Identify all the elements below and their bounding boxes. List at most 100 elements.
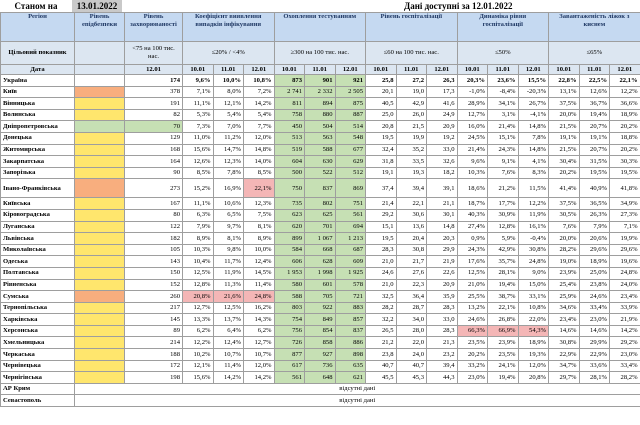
cell-value: 19,0% [548, 255, 580, 268]
cell-value: 41,6 [426, 97, 458, 110]
cell-value: 13,7% [212, 313, 244, 326]
cell-value: 19,4% [578, 108, 611, 122]
cell-value: 588 [304, 143, 336, 157]
cell-value: 13,1% [548, 85, 580, 99]
cell-value: 30,5% [548, 208, 580, 222]
region-row: Чернігівська 198 15,6% 14,2% 14,2% 561 648 621 4… [0, 371, 640, 384]
cell-value: 33,0 [426, 143, 458, 157]
epid-level-swatch [74, 197, 125, 210]
cell-value: 1 953 [273, 266, 305, 280]
cell-value: 11,9% [212, 266, 244, 280]
cell-value: 22,1% [243, 178, 275, 199]
cell-value: 36,7% [578, 97, 611, 110]
region-row: Україна 174 9,6% 10,0% 10,8% 873 901 921 25,8 27,… [0, 74, 640, 87]
epid-level-swatch [74, 74, 125, 87]
cell-value: 11,1% [182, 97, 214, 110]
cell-value: 880 [304, 108, 336, 122]
cell-value: 635 [334, 359, 366, 373]
cell-value: 172 [124, 359, 183, 373]
cell-value: 32,2 [365, 313, 397, 326]
cell-value: 80 [124, 208, 183, 222]
cell-value: 26,8% [487, 313, 519, 326]
cell-value: 28,2 [365, 301, 397, 315]
cell-value: 8,5% [182, 166, 214, 180]
cell-value: 20,6% [578, 232, 611, 245]
cell-value: 26,7% [517, 97, 550, 110]
epid-level-swatch [74, 208, 125, 222]
cell-value: 143 [124, 255, 183, 268]
cell-value: 30,3% [609, 155, 640, 168]
cell-value: 19,3 [395, 166, 427, 180]
region-row: Донецька 129 11,0% 11,2% 12,0% 513 563 548 19,5 1… [0, 131, 640, 145]
cell-value: 21,2 [365, 336, 397, 350]
date: 10.01 [548, 64, 580, 75]
cell-value: 38,7% [487, 290, 519, 303]
cell-value: 623 [273, 208, 305, 222]
cell-value: 66,9% [487, 324, 519, 338]
cell-value: 811 [273, 97, 305, 110]
cell-value: 561 [273, 371, 305, 384]
cell-value: 25,4% [548, 278, 580, 292]
cell-value: 28,3 [365, 243, 397, 257]
cell-value: 12,0% [243, 131, 275, 145]
column-header: Регіон [0, 12, 75, 42]
cell-value: 921 [334, 74, 366, 87]
cell-value: 12,0% [517, 359, 550, 373]
cell-value: 8,0% [212, 85, 244, 99]
cell-value: 12,7% [182, 301, 214, 315]
cell-value: 24,9 [426, 108, 458, 122]
epid-level-swatch [74, 348, 125, 361]
cell-value: 5,4% [212, 108, 244, 122]
cell-value: 40,5 [365, 97, 397, 110]
cell-value: 9,8% [212, 243, 244, 257]
cell-value: 12,7% [243, 336, 275, 350]
target-value: ≤65% [548, 41, 640, 65]
cell-value: 14,8% [517, 143, 550, 157]
cell-value: 9,0% [517, 266, 550, 280]
cell-value: 29,6% [609, 243, 640, 257]
cell-value: 23,0% [456, 371, 489, 384]
cell-value: 886 [334, 336, 366, 350]
cell-value: 12,1% [212, 97, 244, 110]
cell-value: 42,9 [395, 97, 427, 110]
cell-value: 35,9 [426, 290, 458, 303]
cell-value: 9,6% [456, 155, 489, 168]
status-bar: Станом на 13.01.2022 Дані доступні за 12… [0, 0, 640, 12]
cell-value: 34,0 [395, 313, 427, 326]
cell-value: 105 [124, 243, 183, 257]
cell-value: 23,4% [548, 313, 580, 326]
available-note: Дані доступні за 12.01.2022 [404, 1, 513, 11]
cell-value: 29,2% [609, 336, 640, 350]
cell-value: 11,9% [517, 208, 550, 222]
cell-value: 12,0% [243, 359, 275, 373]
cell-value: 8,1% [212, 232, 244, 245]
cell-value: 0,9% [456, 232, 489, 245]
epid-level-swatch [74, 232, 125, 245]
cell-value: -1,0% [456, 85, 489, 99]
cell-value: 21,3 [426, 336, 458, 350]
cell-value: 694 [334, 220, 366, 234]
epid-level-swatch [74, 290, 125, 303]
cell-value: 33,9% [609, 301, 640, 315]
date: 12.01 [243, 64, 275, 75]
cell-value: 21,5% [548, 120, 580, 133]
region-name: Житомирська [0, 143, 75, 157]
cell-value: 6,4% [212, 324, 244, 338]
table-body: Регіон Рівень епідбезпеки Рівень захворюва… [0, 12, 640, 408]
cell-value: 7,1% [609, 220, 640, 234]
cell-value: 584 [273, 243, 305, 257]
cell-value: 20,8% [182, 290, 214, 303]
cell-value: 19,9 [395, 131, 427, 145]
region-row: Сумська 260 20,8% 21,6% 24,8% 588 705 721 32,5 36… [0, 290, 640, 303]
cell-value: 20,2% [609, 143, 640, 157]
no-data-text: відсутні дані [74, 394, 640, 408]
target-empty [74, 41, 125, 65]
cell-value: 19,5 [365, 232, 397, 245]
cell-value: 629 [334, 155, 366, 168]
cell-value: 648 [304, 371, 336, 384]
cell-value: 20,8 [365, 120, 397, 133]
cell-value: 677 [334, 143, 366, 157]
cell-value: 21,5% [548, 143, 580, 157]
cell-value: 18,2 [426, 166, 458, 180]
